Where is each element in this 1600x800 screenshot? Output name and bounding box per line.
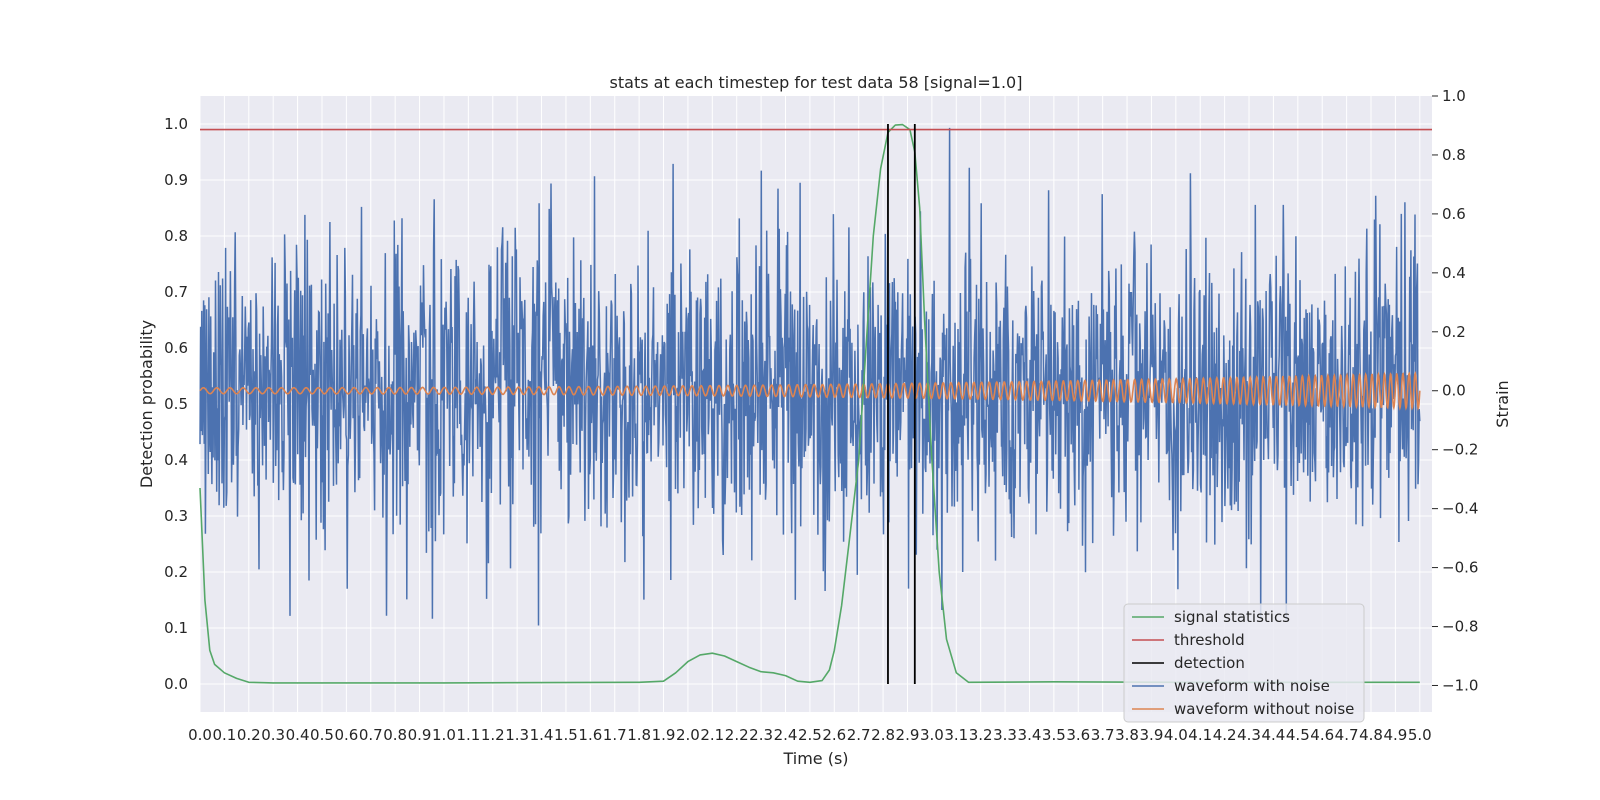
y-left-tick-label: 0.1 [164,619,188,637]
x-tick-label: 2.3 [749,726,773,744]
y-right-tick-label: 0.4 [1442,264,1466,282]
x-tick-label: 0.4 [286,726,310,744]
y-axis-left-label: Detection probability [137,320,156,488]
legend-label-detection: detection [1174,654,1245,672]
y-right-tick-label: 0.2 [1442,323,1466,341]
x-tick-label: 4.0 [1164,726,1188,744]
x-tick-label: 3.8 [1115,726,1139,744]
y-axis-right-label: Strain [1493,380,1512,427]
x-tick-label: 2.4 [774,726,798,744]
series-waveform-without-noise [199,370,1421,411]
x-tick-label: 1.4 [530,726,554,744]
x-tick-label: 1.2 [481,726,505,744]
x-tick-label: 0.1 [212,726,236,744]
series-detection [887,124,916,684]
x-tick-label: 4.6 [1310,726,1334,744]
x-tick-label: 3.2 [969,726,993,744]
x-tick-label: 5.0 [1408,726,1432,744]
signal-statistics-line [199,123,1420,684]
x-tick-label: 1.0 [432,726,456,744]
x-tick-label: 4.4 [1261,726,1285,744]
x-tick-label: 2.6 [822,726,846,744]
series-signal-statistics [199,123,1420,684]
y-right-tick-label: 0.8 [1442,146,1466,164]
y-left-tick-label: 0.2 [164,563,188,581]
legend-label-threshold: threshold [1174,631,1245,649]
y-right-tick-label: −0.4 [1442,500,1478,518]
y-left-tick-label: 0.7 [164,283,188,301]
y-left-tick-label: 1.0 [164,115,188,133]
x-tick-label: 4.9 [1383,726,1407,744]
x-tick-label: 1.6 [578,726,602,744]
x-tick-label: 3.6 [1066,726,1090,744]
x-tick-label: 0.3 [261,726,285,744]
x-tick-label: 3.7 [1091,726,1115,744]
y-left-axis-ticks: 0.0 0.1 0.2 0.3 0.4 0.5 0.6 0.7 0.8 0.9 1.0 [164,115,188,693]
y-right-tick-label: −1.0 [1442,676,1478,694]
x-tick-label: 2.9 [896,726,920,744]
x-tick-label: 3.1 [944,726,968,744]
legend-label-waveform-with-noise: waveform with noise [1174,677,1330,695]
x-tick-label: 1.5 [554,726,578,744]
x-tick-label: 0.2 [237,726,261,744]
x-axis-ticks: 0.0 0.1 0.2 0.3 0.4 0.5 0.6 0.7 0.8 0.9 1.0 1.1 1.2 1… [188,726,1432,744]
chart-title: stats at each timestep for test data 58 … [610,73,1023,92]
x-tick-label: 2.2 [725,726,749,744]
y-left-tick-label: 0.8 [164,227,188,245]
x-tick-label: 4.2 [1213,726,1237,744]
y-left-tick-label: 0.3 [164,507,188,525]
x-tick-label: 4.8 [1359,726,1383,744]
legend-label-signal-statistics: signal statistics [1174,608,1290,626]
y-right-tick-label: 1.0 [1442,87,1466,105]
x-tick-label: 0.8 [383,726,407,744]
waveform-with-noise-line [199,127,1421,626]
legend-box [1123,603,1365,723]
x-tick-label: 0.9 [408,726,432,744]
series-waveform-with-noise [199,127,1421,626]
x-tick-label: 3.4 [1018,726,1042,744]
y-left-tick-label: 0.4 [164,451,188,469]
y-right-tick-label: −0.2 [1442,441,1478,459]
x-axis-label: Time (s) [782,749,848,768]
x-tick-label: 3.5 [1042,726,1066,744]
y-left-tick-label: 0.9 [164,171,188,189]
x-tick-label: 4.5 [1286,726,1310,744]
x-tick-label: 3.9 [1140,726,1164,744]
legend: signal statistics threshold detection wa… [1123,603,1365,723]
x-tick-label: 2.5 [798,726,822,744]
x-tick-label: 2.8 [871,726,895,744]
x-tick-label: 1.9 [652,726,676,744]
x-tick-label: 3.0 [920,726,944,744]
legend-label-waveform-without-noise: waveform without noise [1174,700,1354,718]
x-tick-label: 0.7 [359,726,383,744]
x-tick-label: 4.7 [1335,726,1359,744]
waveform-without-noise-line [199,370,1421,411]
x-tick-label: 2.0 [676,726,700,744]
y-right-tick-label: 0.0 [1442,382,1466,400]
y-right-tick-label: 0.6 [1442,205,1466,223]
y-right-axis-ticks: −1.0 −0.8 −0.6 −0.4 −0.2 0.0 0.2 0.4 0.6 0.8 1.0 [1432,87,1478,694]
x-tick-label: 1.8 [627,726,651,744]
y-left-tick-label: 0.5 [164,395,188,413]
x-tick-label: 1.3 [505,726,529,744]
x-tick-label: 0.5 [310,726,334,744]
x-tick-label: 3.3 [993,726,1017,744]
y-left-tick-label: 0.6 [164,339,188,357]
x-tick-label: 0.0 [188,726,212,744]
x-tick-label: 4.3 [1237,726,1261,744]
x-tick-label: 1.1 [456,726,480,744]
x-tick-label: 2.1 [700,726,724,744]
y-left-tick-label: 0.0 [164,675,188,693]
y-right-tick-label: −0.6 [1442,559,1478,577]
x-tick-label: 0.6 [334,726,358,744]
y-right-tick-label: −0.8 [1442,618,1478,636]
x-tick-label: 2.7 [847,726,871,744]
x-tick-label: 1.7 [603,726,627,744]
x-tick-label: 4.1 [1188,726,1212,744]
